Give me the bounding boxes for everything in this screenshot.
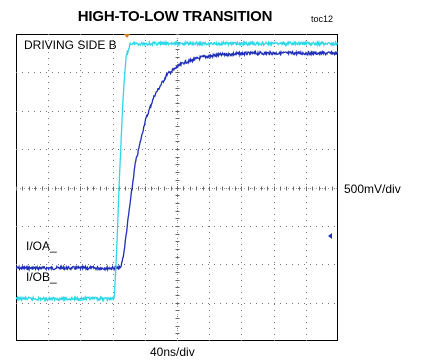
trace-iob: [15, 39, 339, 303]
scope-screen: DRIVING SIDE B I/OA_ I/OB_: [15, 34, 339, 342]
level-marker-icon: [328, 233, 332, 239]
trace-ioa: [15, 49, 339, 273]
plot-area: [15, 34, 339, 342]
y-scale-label: 500mV/div: [344, 182, 401, 196]
trigger-marker-icon: [124, 34, 130, 38]
grid: [16, 34, 339, 342]
series-label-iob: I/OB_: [26, 270, 57, 284]
chart-title: HIGH-TO-LOW TRANSITION: [77, 8, 273, 25]
figure-id: toc12: [311, 14, 334, 24]
markers: [124, 34, 332, 239]
series-label-ioa: I/OA_: [26, 239, 57, 253]
traces: [15, 39, 339, 303]
x-scale-label: 40ns/div: [150, 345, 195, 359]
driving-side-annotation: DRIVING SIDE B: [24, 38, 117, 52]
